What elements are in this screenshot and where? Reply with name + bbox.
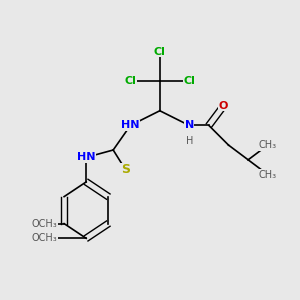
Text: Cl: Cl <box>183 76 195 86</box>
Text: OCH₃: OCH₃ <box>32 219 57 229</box>
Text: H: H <box>186 136 193 146</box>
Text: CH₃: CH₃ <box>259 140 277 150</box>
Text: OCH₃: OCH₃ <box>32 233 57 243</box>
Text: O: O <box>219 101 228 111</box>
Text: HN: HN <box>121 121 140 130</box>
Text: CH₃: CH₃ <box>259 169 277 179</box>
Text: Cl: Cl <box>124 76 136 86</box>
Text: N: N <box>184 121 194 130</box>
Text: HN: HN <box>77 152 95 162</box>
Text: S: S <box>121 163 130 176</box>
Text: Cl: Cl <box>154 47 166 57</box>
